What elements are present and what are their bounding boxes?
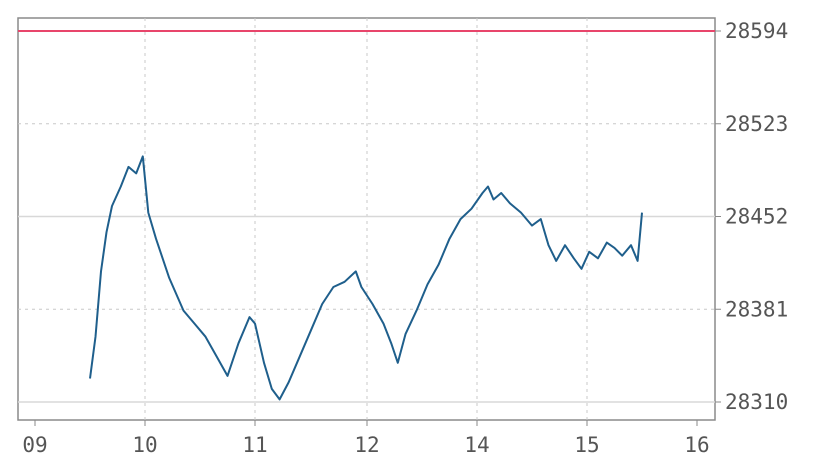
x-tick-label: 11 — [242, 433, 267, 457]
y-tick-label: 28452 — [725, 205, 788, 229]
y-axis-ticks: 28310 28381 28452 28523 28594 — [715, 19, 788, 414]
reference-lines — [18, 30, 715, 403]
y-tick-label: 28523 — [725, 112, 788, 136]
x-tick-label: 10 — [132, 433, 157, 457]
x-tick-label: 16 — [684, 433, 709, 457]
x-tick-label: 09 — [22, 433, 47, 457]
price-series — [89, 155, 643, 401]
price-line — [89, 155, 643, 401]
x-tick-label: 15 — [574, 433, 599, 457]
x-tick-label: 12 — [354, 433, 379, 457]
x-axis-ticks: 09 10 11 12 14 15 16 — [22, 420, 710, 457]
plot-area — [17, 17, 716, 421]
y-tick-label: 28594 — [725, 19, 788, 43]
x-tick-label: 14 — [464, 433, 489, 457]
y-tick-label: 28310 — [725, 390, 788, 414]
y-tick-label: 28381 — [725, 297, 788, 321]
